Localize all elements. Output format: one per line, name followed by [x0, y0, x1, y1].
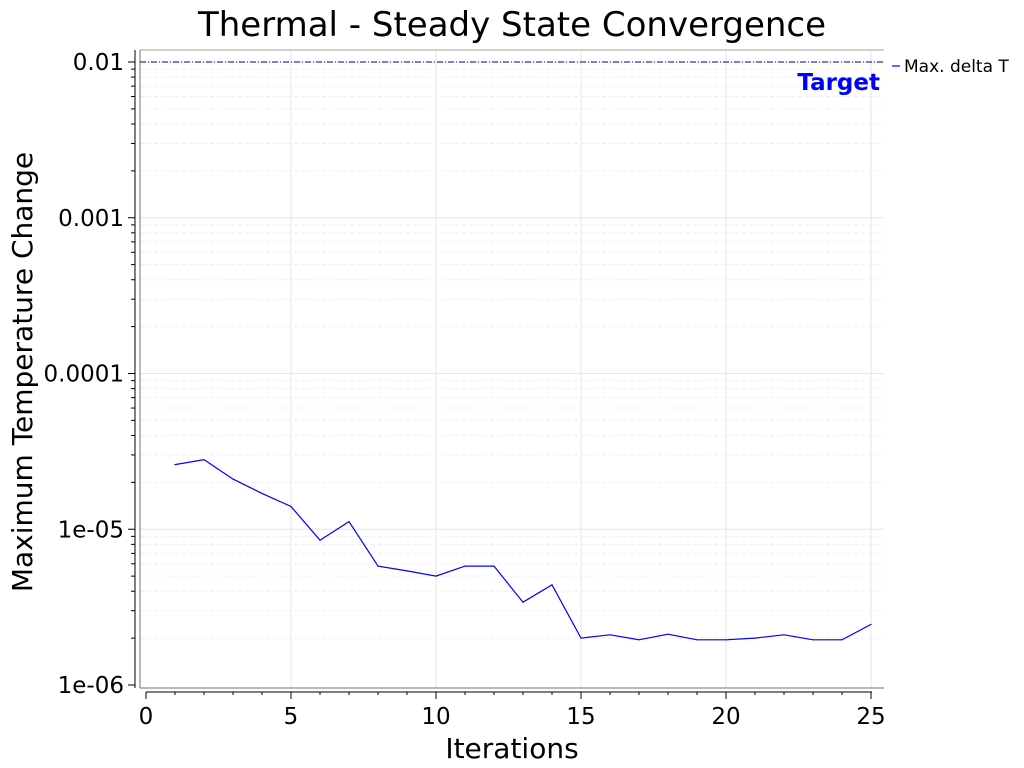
legend-label: Max. delta T	[904, 57, 1009, 77]
data-point	[696, 639, 698, 641]
data-point	[406, 570, 408, 572]
data-point	[812, 639, 814, 641]
series-line	[174, 458, 872, 641]
reference-lines: Target	[140, 61, 884, 96]
data-point	[174, 464, 176, 466]
y-tick-label: 0.01	[73, 50, 124, 76]
data-point	[435, 575, 437, 577]
target-label: Target	[797, 70, 880, 96]
y-tick-label: 1e-05	[58, 517, 124, 543]
data-point	[609, 634, 611, 636]
x-axis: 0 5 10 15 20 25	[139, 692, 886, 730]
x-tick-label: 10	[421, 704, 450, 730]
data-point	[783, 634, 785, 636]
data-point	[232, 478, 234, 480]
y-tick-label: 0.0001	[44, 362, 124, 388]
data-point	[493, 565, 495, 567]
data-point	[638, 639, 640, 641]
y-tick-label: 1e-06	[58, 673, 124, 699]
data-point	[725, 639, 727, 641]
legend: Max. delta T	[892, 57, 1009, 77]
data-point	[290, 505, 292, 508]
x-tick-label: 25	[856, 704, 885, 730]
data-point	[667, 633, 669, 635]
data-point	[377, 565, 379, 567]
data-point	[580, 637, 582, 639]
data-point	[754, 637, 756, 639]
x-tick-label: 0	[139, 704, 154, 730]
x-tick-label: 5	[284, 704, 299, 730]
grid	[140, 50, 884, 688]
y-axis: 0.01 0.001 0.0001 1e-05 1e-06	[44, 50, 135, 699]
data-point	[319, 539, 321, 541]
data-point	[348, 521, 350, 523]
data-point	[870, 623, 872, 626]
chart-title: Thermal - Steady State Convergence	[197, 5, 826, 45]
data-point	[203, 459, 205, 461]
x-tick-label: 15	[566, 704, 595, 730]
series-layer	[174, 458, 872, 641]
x-tick-label: 20	[711, 704, 740, 730]
data-point	[551, 584, 553, 586]
y-axis-label: Maximum Temperature Change	[6, 152, 39, 592]
plot-frame	[134, 49, 884, 693]
data-point	[841, 639, 843, 641]
data-point	[464, 565, 466, 567]
data-point	[522, 601, 524, 603]
y-tick-label: 0.001	[58, 206, 124, 232]
x-axis-label: Iterations	[445, 732, 578, 765]
data-point	[261, 492, 263, 494]
